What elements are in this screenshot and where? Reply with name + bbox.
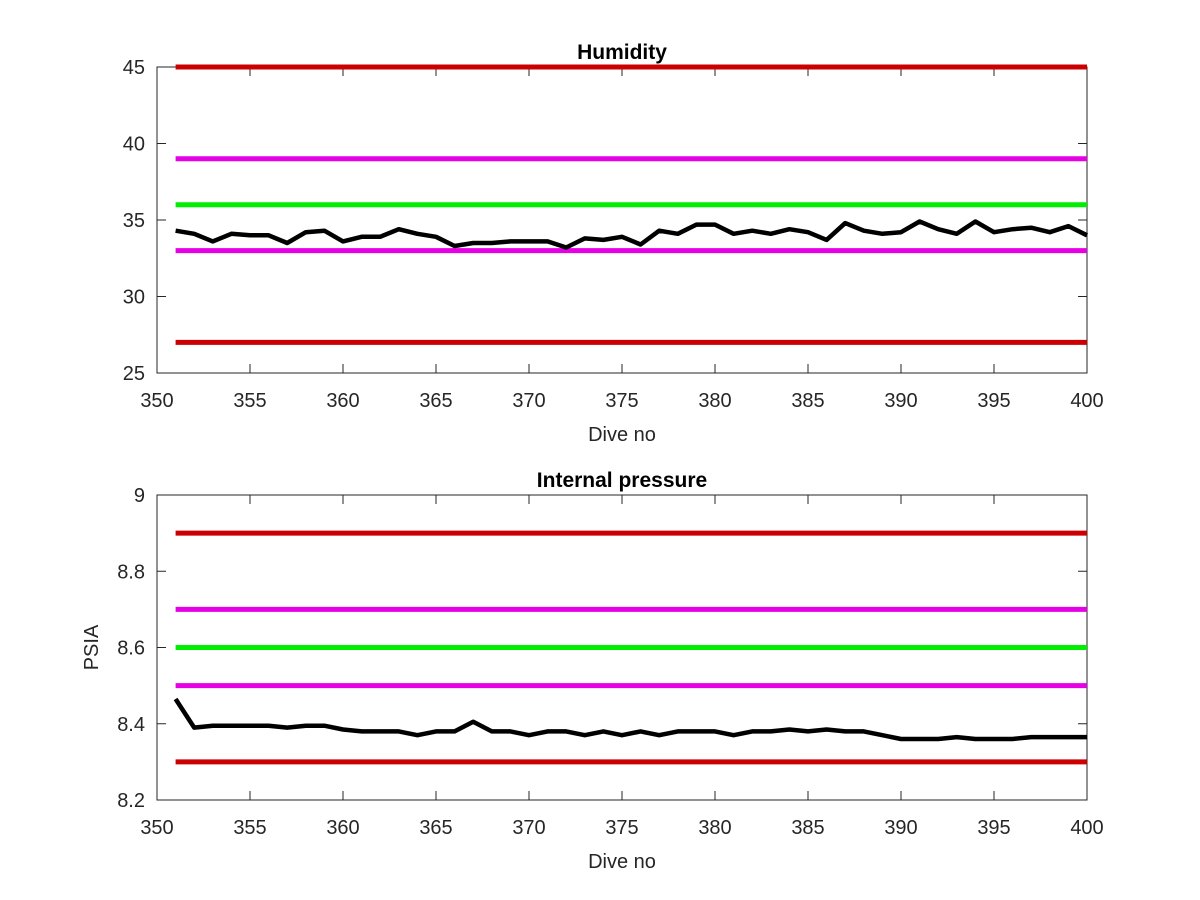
y-tick-label: 25 (123, 363, 145, 385)
x-tick-label: 375 (605, 817, 638, 839)
x-tick-label: 360 (326, 390, 359, 412)
series-line (175, 219, 1088, 250)
y-tick-label: 8.2 (117, 790, 145, 812)
y-axis-label: PSIA (81, 624, 103, 670)
x-tick-label: 350 (140, 817, 173, 839)
x-tick-label: 390 (884, 817, 917, 839)
x-tick-label: 365 (419, 817, 452, 839)
x-tick-label: 385 (791, 390, 824, 412)
x-axis-label: Dive no (588, 851, 656, 873)
x-axis-label: Dive no (588, 424, 656, 446)
y-tick-label: 35 (123, 210, 145, 232)
x-tick-label: 375 (605, 390, 638, 412)
x-tick-label: 355 (233, 817, 266, 839)
y-tick-label: 9 (134, 485, 145, 507)
x-tick-label: 355 (233, 390, 266, 412)
x-tick-label: 370 (512, 817, 545, 839)
x-tick-label: 400 (1070, 817, 1103, 839)
y-tick-label: 8.6 (117, 638, 145, 660)
y-tick-label: 40 (123, 134, 145, 156)
chart-panel-2: 350 355 360 365 370 375 380 385 390 395 400 8.2 8.4 8… (81, 469, 1104, 873)
chart-title: Humidity (577, 41, 667, 64)
y-tick-label: 30 (123, 287, 145, 309)
x-tick-label: 380 (698, 390, 731, 412)
x-tick-label: 360 (326, 817, 359, 839)
x-tick-label: 370 (512, 390, 545, 412)
axes-box (156, 66, 1088, 374)
x-tick-label: 365 (419, 390, 452, 412)
y-tick-label: 8.4 (117, 714, 145, 736)
x-tick-label: 350 (140, 390, 173, 412)
y-tick-label: 45 (123, 57, 145, 79)
series-line (173, 697, 1087, 742)
y-tick-label: 8.8 (117, 561, 145, 583)
x-tick-label: 390 (884, 390, 917, 412)
x-tick-label: 400 (1070, 390, 1103, 412)
x-tick-label: 385 (791, 817, 824, 839)
x-tick-label: 395 (977, 817, 1010, 839)
chart-panel-1: 350 355 360 365 370 375 380 385 390 395 400 25 30 35 4… (123, 41, 1104, 446)
x-tick-label: 380 (698, 817, 731, 839)
chart-title: Internal pressure (537, 469, 707, 492)
x-tick-label: 395 (977, 390, 1010, 412)
